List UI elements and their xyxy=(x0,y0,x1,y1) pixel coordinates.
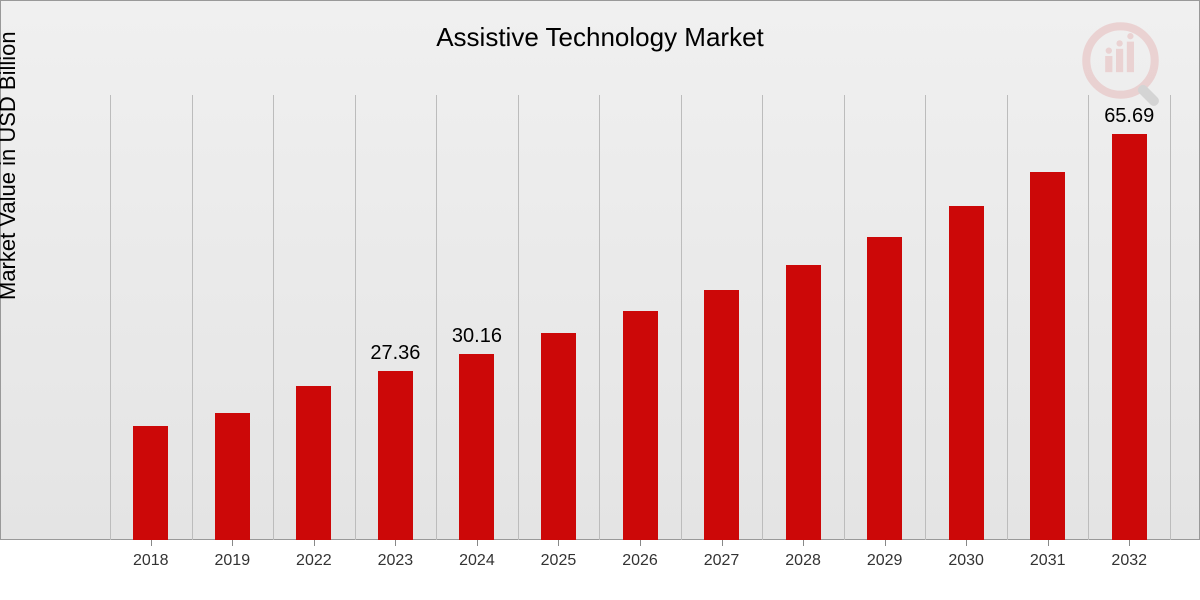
x-tick xyxy=(966,540,967,546)
bar-value-label: 27.36 xyxy=(370,342,420,365)
x-axis-label: 2019 xyxy=(215,552,251,570)
gridline xyxy=(518,95,519,540)
bar xyxy=(867,237,902,540)
gridline xyxy=(436,95,437,540)
x-axis-label: 2027 xyxy=(704,552,740,570)
x-axis-label: 2026 xyxy=(622,552,658,570)
bar xyxy=(378,371,413,540)
x-tick xyxy=(1129,540,1130,546)
gridline xyxy=(1170,95,1171,540)
x-tick xyxy=(803,540,804,546)
x-tick xyxy=(151,540,152,546)
gridline xyxy=(681,95,682,540)
gridline xyxy=(762,95,763,540)
bar xyxy=(623,311,658,540)
x-tick xyxy=(1048,540,1049,546)
x-axis-label: 2025 xyxy=(541,552,577,570)
chart-title: Assistive Technology Market xyxy=(0,22,1200,53)
bar xyxy=(786,265,821,540)
gridline xyxy=(355,95,356,540)
bar xyxy=(459,354,494,540)
x-axis-label: 2023 xyxy=(378,552,414,570)
x-axis-label: 2031 xyxy=(1030,552,1066,570)
x-tick xyxy=(722,540,723,546)
x-axis-label: 2024 xyxy=(459,552,495,570)
x-axis-label: 2022 xyxy=(296,552,332,570)
chart-container: Assistive Technology Market Market Value… xyxy=(0,0,1200,600)
x-tick xyxy=(640,540,641,546)
y-axis-label: Market Value in USD Billion xyxy=(0,31,21,300)
x-axis-label: 2030 xyxy=(948,552,984,570)
x-axis-label: 2018 xyxy=(133,552,169,570)
x-tick xyxy=(314,540,315,546)
gridline xyxy=(192,95,193,540)
plot-area: 27.36 30.16 65.69 xyxy=(110,95,1170,540)
bar xyxy=(215,413,250,540)
gridline xyxy=(844,95,845,540)
gridline xyxy=(1088,95,1089,540)
x-tick xyxy=(232,540,233,546)
gridline xyxy=(1007,95,1008,540)
bar xyxy=(949,206,984,540)
bar xyxy=(133,426,168,540)
gridline xyxy=(110,95,111,540)
x-axis-label: 2032 xyxy=(1111,552,1147,570)
bar xyxy=(296,386,331,541)
bar xyxy=(704,290,739,540)
bar-value-label: 30.16 xyxy=(452,325,502,348)
x-tick xyxy=(885,540,886,546)
gridline xyxy=(599,95,600,540)
bar-value-label: 65.69 xyxy=(1104,105,1154,128)
bar xyxy=(1112,134,1147,540)
x-tick xyxy=(558,540,559,546)
x-tick xyxy=(395,540,396,546)
bar xyxy=(1030,172,1065,540)
x-tick xyxy=(477,540,478,546)
x-axis-label: 2028 xyxy=(785,552,821,570)
gridline xyxy=(925,95,926,540)
x-axis-label: 2029 xyxy=(867,552,903,570)
bar xyxy=(541,333,576,540)
gridline xyxy=(273,95,274,540)
